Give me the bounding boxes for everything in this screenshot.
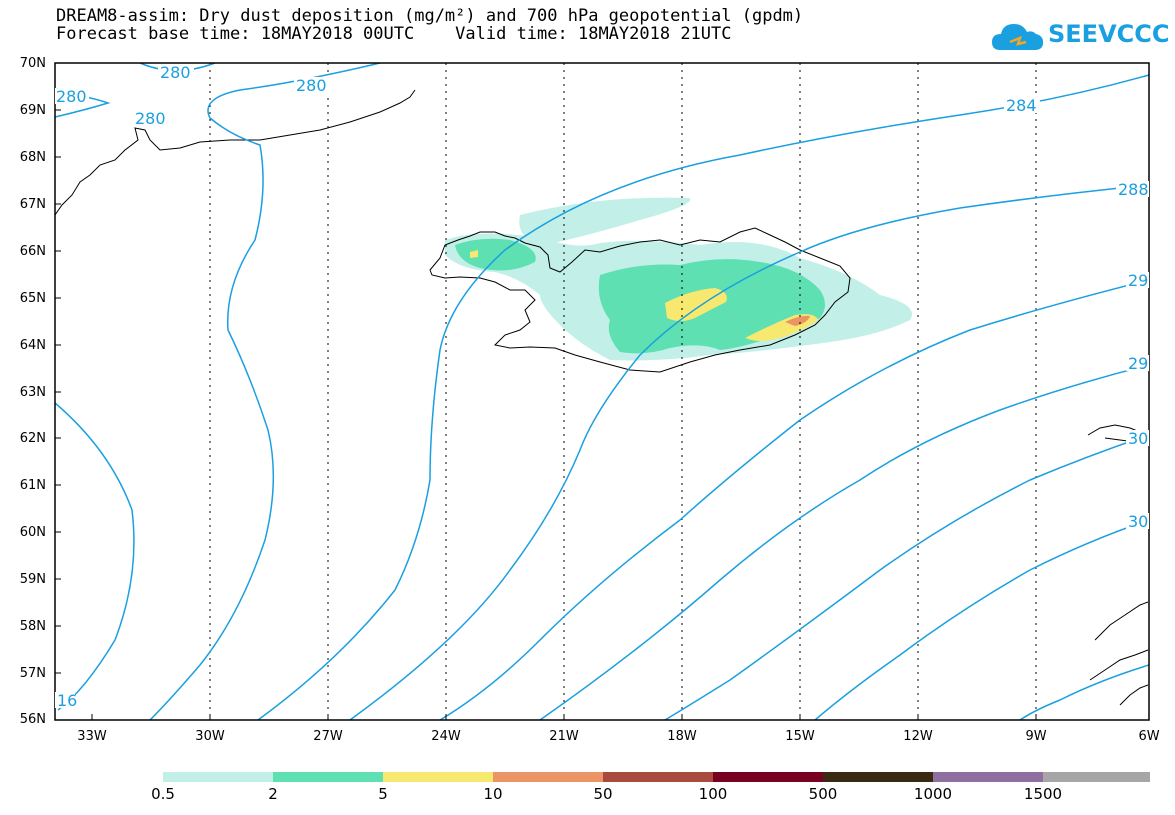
colorbar-segment (603, 772, 713, 782)
lat-label: 60N (19, 525, 46, 540)
colorbar-label: 500 (808, 785, 838, 803)
lon-label: 21W (549, 729, 579, 744)
colorbar-segment (493, 772, 603, 782)
lat-label: 59N (19, 572, 46, 587)
coastlines (55, 89, 1149, 706)
lon-label: 12W (903, 729, 933, 744)
colorbar-label: 0.5 (151, 785, 175, 803)
dust-region-orange (785, 315, 810, 326)
lat-label: 68N (19, 150, 46, 165)
colorbar-label: 1000 (913, 785, 953, 803)
contour-label: 280 (160, 63, 191, 82)
colorbar-label: 10 (483, 785, 503, 803)
lat-label: 70N (19, 56, 46, 71)
contour-label: 29 (1128, 271, 1148, 290)
colorbar-label: 2 (268, 785, 278, 803)
contour-292 (439, 279, 1149, 720)
lon-gridlines (209, 63, 1037, 720)
lon-label: 9W (1025, 729, 1047, 744)
contour-280-main (149, 63, 381, 720)
colorbar-segment (383, 772, 493, 782)
contour-284 (257, 74, 1149, 720)
lon-label: 27W (313, 729, 343, 744)
lon-label: 6W (1138, 729, 1160, 744)
scotland-coast-3 (1119, 684, 1149, 706)
iceland-coast (429, 227, 851, 373)
colorbar-segment (823, 772, 933, 782)
logo-text: SEEVCCC (1048, 20, 1170, 48)
geopotential-contours (55, 63, 1149, 720)
axis-ticks (55, 62, 1037, 720)
contour-label: 284 (1006, 96, 1037, 115)
contour-304 (814, 519, 1149, 720)
contour-label: 280 (56, 87, 87, 106)
contour-label: 16 (57, 691, 77, 710)
lat-label: 61N (19, 478, 46, 493)
colorbar-segment (1043, 772, 1150, 782)
colorbar-label: 50 (593, 785, 613, 803)
lat-label: 64N (19, 338, 46, 353)
colorbar-label: 1500 (1023, 785, 1063, 803)
dust-region-light-north (519, 197, 691, 245)
map-frame (54, 62, 1150, 721)
lat-label: 62N (19, 431, 46, 446)
colorbar-segment (713, 772, 823, 782)
dust-region-yellow-small (470, 250, 478, 258)
lon-label: 18W (667, 729, 697, 744)
contour-300 (664, 434, 1149, 720)
lon-label: 15W (785, 729, 815, 744)
contour-296 (539, 364, 1149, 720)
contour-280-south (55, 402, 135, 711)
contour-308 (1019, 664, 1149, 720)
map-title-line1: DREAM8-assim: Dry dust deposition (mg/m²… (56, 6, 804, 26)
dust-region-medium-west (455, 238, 536, 271)
lat-label: 69N (19, 103, 46, 118)
contour-288 (349, 184, 1149, 720)
seevccc-cloud-logo-icon (992, 24, 1044, 50)
contour-label: 280 (135, 109, 166, 128)
colorbar-segment (163, 772, 273, 782)
colorbar-label: 5 (378, 785, 388, 803)
dust-region-yellow-center (665, 288, 727, 321)
contour-label: 30 (1128, 429, 1148, 448)
scotland-coast-2 (1089, 649, 1149, 681)
contour-label: 30 (1128, 512, 1148, 531)
dust-deposition-field (445, 197, 912, 361)
lat-label: 67N (19, 197, 46, 212)
lat-label: 56N (19, 712, 46, 727)
colorbar-segment (933, 772, 1043, 782)
colorbar-segment (273, 772, 383, 782)
contour-label: 29 (1128, 354, 1148, 373)
colorbar-label: 100 (698, 785, 728, 803)
scotland-coast (1094, 601, 1149, 641)
lon-label: 30W (195, 729, 225, 744)
lat-label: 63N (19, 385, 46, 400)
lat-label: 58N (19, 619, 46, 634)
greenland-coast (55, 89, 416, 216)
contour-label: 288 (1118, 180, 1149, 199)
contour-label: 280 (296, 76, 327, 95)
lon-label: 24W (431, 729, 461, 744)
lon-label: 33W (77, 729, 107, 744)
lat-label: 57N (19, 666, 46, 681)
map-title-line2: Forecast base time: 18MAY2018 00UTC Vali… (56, 24, 732, 44)
lat-label: 65N (19, 291, 46, 306)
lat-label: 66N (19, 244, 46, 259)
